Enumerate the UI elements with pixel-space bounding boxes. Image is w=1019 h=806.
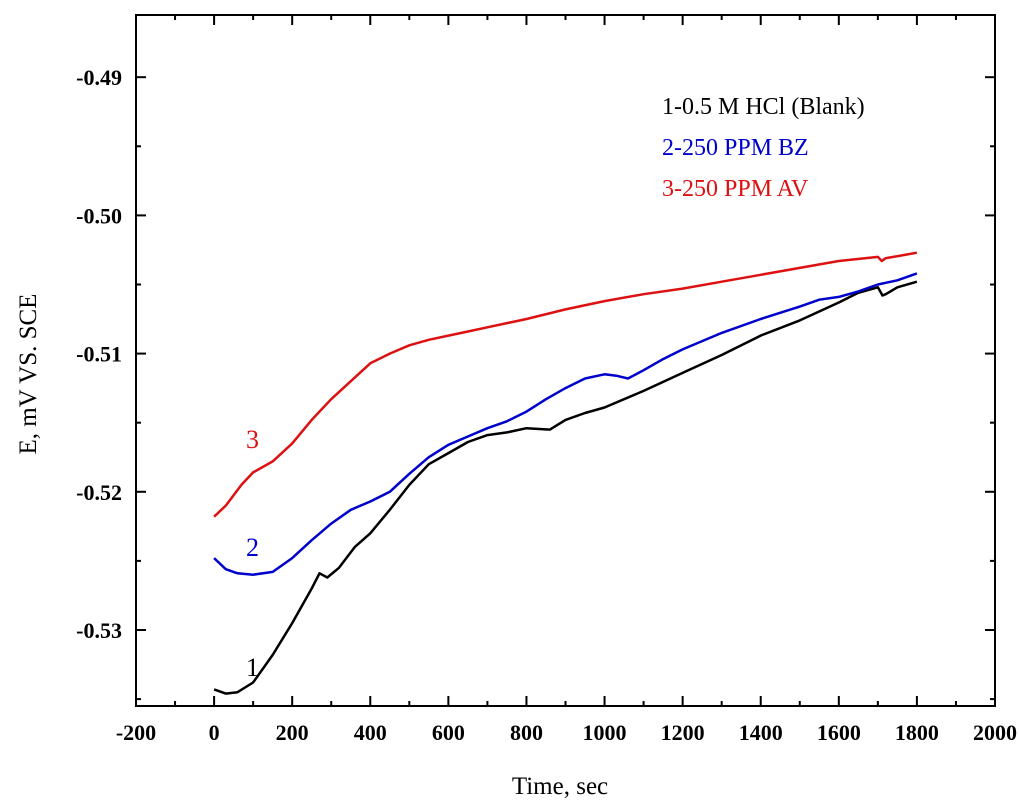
y-tick-label: -0.53 bbox=[76, 618, 122, 643]
x-tick-label: -200 bbox=[116, 720, 156, 745]
x-tick-label: 1000 bbox=[583, 720, 627, 745]
y-tick-label: -0.50 bbox=[76, 203, 122, 228]
x-axis-title: Time, sec bbox=[512, 773, 608, 800]
legend-entry-1: 1-0.5 M HCl (Blank) bbox=[662, 94, 865, 120]
curve-label-1: 1 bbox=[246, 653, 259, 682]
x-tick-label: 1800 bbox=[895, 720, 939, 745]
series-line-1 bbox=[213, 280, 918, 695]
x-tick-label: 800 bbox=[510, 720, 543, 745]
y-tick-label: -0.51 bbox=[76, 342, 122, 367]
x-tick-label: 2000 bbox=[973, 720, 1017, 745]
x-tick-label: 1200 bbox=[661, 720, 705, 745]
x-tick-label: 200 bbox=[276, 720, 309, 745]
x-tick-label: 400 bbox=[354, 720, 387, 745]
series-line-2 bbox=[213, 272, 918, 576]
series-line-3 bbox=[213, 251, 918, 518]
y-tick-label: -0.49 bbox=[76, 65, 122, 90]
y-axis-title: E, mV VS. SCE bbox=[15, 294, 42, 455]
curve-label-3: 3 bbox=[246, 425, 259, 454]
series-layer bbox=[213, 251, 918, 695]
x-tick-label: 600 bbox=[432, 720, 465, 745]
x-tick-label: 0 bbox=[209, 720, 220, 745]
plot-frame bbox=[135, 14, 996, 707]
legend-entry-2: 2-250 PPM BZ bbox=[662, 135, 809, 161]
x-tick-label: 1400 bbox=[739, 720, 783, 745]
legend-entry-3: 3-250 PPM AV bbox=[662, 176, 809, 202]
curve-labels: 1 2 3 bbox=[246, 425, 259, 682]
y-tick-label: -0.52 bbox=[76, 480, 122, 505]
axes: -200 0 200 400 600 800 1000 1200 1400 1600 1800 200… bbox=[76, 14, 1017, 745]
legend: 1-0.5 M HCl (Blank) 2-250 PPM BZ 3-250 P… bbox=[662, 94, 865, 202]
curve-label-2: 2 bbox=[246, 533, 259, 562]
x-tick-label: 1600 bbox=[817, 720, 861, 745]
